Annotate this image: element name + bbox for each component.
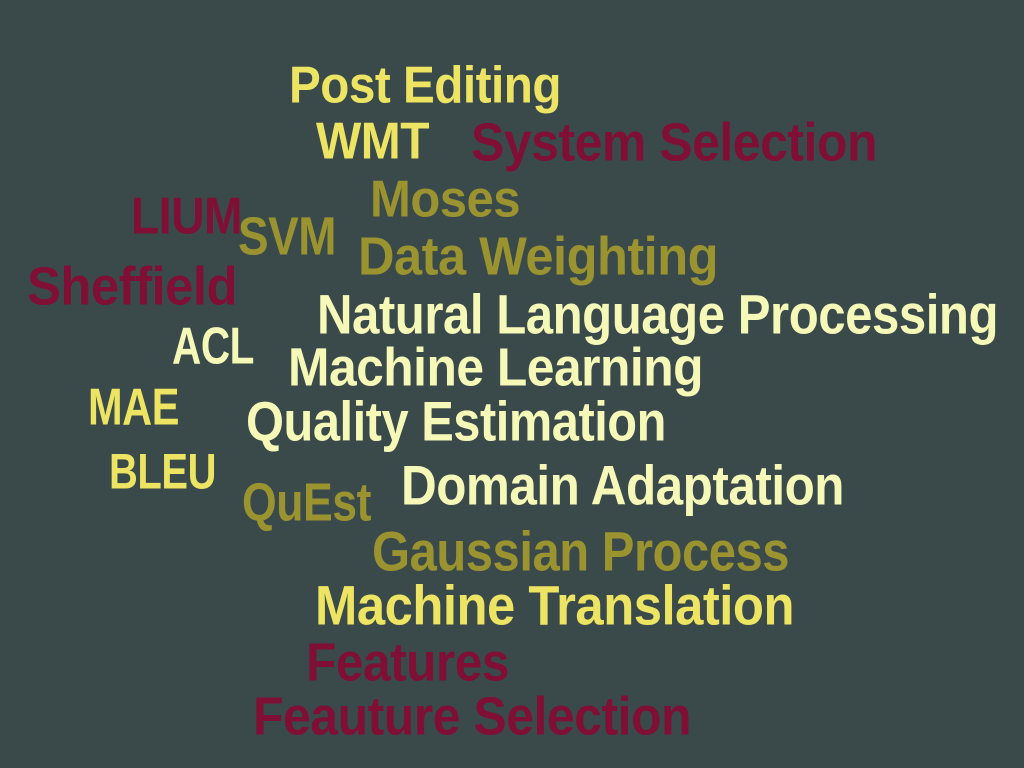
word-moses: Moses — [370, 170, 521, 229]
word-machine-learning: Machine Learning — [288, 336, 704, 398]
word-wmt: WMT — [316, 112, 430, 171]
word-post-editing: Post Editing — [289, 56, 561, 115]
word-sheffield: Sheffield — [27, 255, 238, 317]
word-quest: QuEst — [242, 471, 371, 533]
word-feauture-selection: Feauture Selection — [253, 685, 692, 747]
word-data-weighting: Data Weighting — [358, 225, 719, 287]
word-domain-adaptation: Domain Adaptation — [401, 453, 844, 517]
word-bleu: BLEU — [109, 442, 216, 500]
word-gaussian-process: Gaussian Process — [372, 519, 789, 583]
word-acl: ACL — [172, 317, 254, 376]
word-svm: SVM — [238, 205, 336, 267]
word-system-selection: System Selection — [471, 111, 878, 173]
word-features: Features — [306, 631, 510, 693]
word-quality-estimation: Quality Estimation — [246, 389, 666, 453]
word-natural-language-processing: Natural Language Processing — [317, 282, 998, 346]
word-lium: LIUM — [131, 187, 242, 246]
word-machine-translation: Machine Translation — [315, 573, 794, 637]
word-mae: MAE — [88, 378, 179, 437]
